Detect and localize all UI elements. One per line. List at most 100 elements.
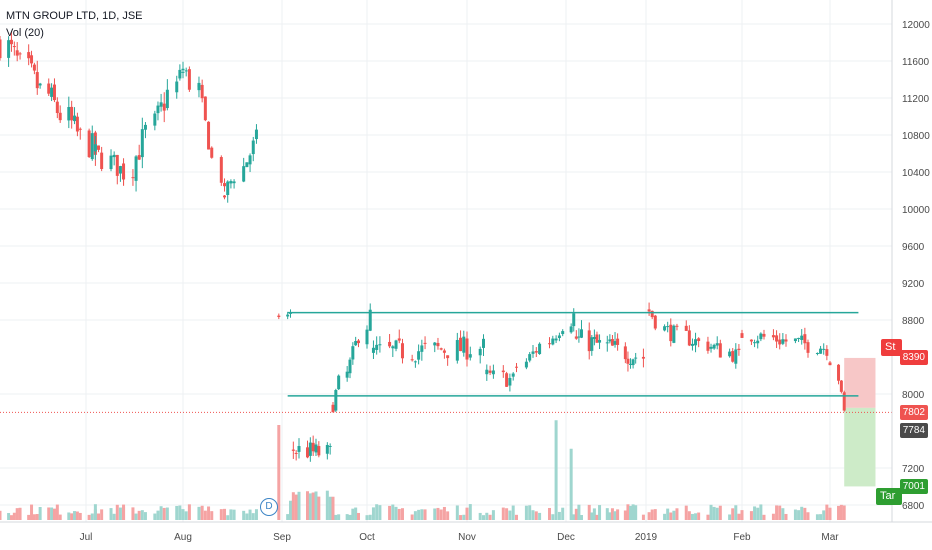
candle-body xyxy=(557,335,561,339)
candle-body xyxy=(781,339,785,344)
candle-body xyxy=(815,352,819,354)
time-tick-label: Nov xyxy=(458,532,476,543)
candle-body xyxy=(592,336,596,339)
volume-bar xyxy=(375,504,379,520)
candle-body xyxy=(30,55,34,64)
volume-bar xyxy=(775,505,779,520)
candle-body xyxy=(524,361,528,368)
candle-body xyxy=(598,340,602,343)
volume-bar xyxy=(306,491,309,520)
volume-indicator-label[interactable]: Vol (20) xyxy=(6,27,44,39)
volume-bar xyxy=(334,514,338,520)
volume-bar xyxy=(577,504,581,520)
candle-body xyxy=(254,129,258,140)
candle-body xyxy=(156,105,160,114)
candle-body xyxy=(331,404,335,413)
price-tick-label: 8000 xyxy=(902,390,925,401)
volume-bar xyxy=(595,514,599,520)
candle-body xyxy=(629,363,633,365)
candle-body xyxy=(27,52,31,59)
volume-bar xyxy=(109,508,113,520)
candle-body xyxy=(391,346,395,349)
volume-bar xyxy=(187,504,191,520)
candle-body xyxy=(669,324,673,342)
volume-bar xyxy=(605,508,609,520)
volume-bar xyxy=(397,508,401,520)
dividend-event-marker[interactable]: D xyxy=(260,498,278,516)
candle-body xyxy=(508,377,512,386)
symbol-title[interactable]: MTN GROUP LTD, 1D, JSE xyxy=(6,10,143,22)
volume-bar xyxy=(210,511,214,520)
volume-bar xyxy=(38,506,42,520)
volume-bar xyxy=(634,505,638,520)
volume-bar xyxy=(311,492,315,520)
candle-body xyxy=(289,312,292,314)
volume-bar xyxy=(294,494,298,520)
candle-body xyxy=(93,144,97,152)
time-tick-label: Dec xyxy=(557,532,575,543)
volume-bar xyxy=(515,514,518,520)
volume-bar xyxy=(623,510,627,520)
volume-bar xyxy=(100,509,104,520)
volume-bar xyxy=(749,511,753,520)
volume-bar xyxy=(181,509,185,520)
candle-body xyxy=(613,341,617,345)
candle-body xyxy=(538,343,542,355)
volume-bar xyxy=(433,508,437,520)
volume-bar xyxy=(245,513,249,520)
volume-bar xyxy=(47,507,51,520)
volume-bar xyxy=(587,504,591,520)
volume-bar xyxy=(165,507,169,520)
volume-bar xyxy=(7,513,11,520)
volume-bar xyxy=(626,504,630,520)
volume-bar xyxy=(371,507,375,520)
candle-body xyxy=(672,325,676,343)
price-tick-label: 11200 xyxy=(902,94,930,105)
volume-bar xyxy=(417,509,421,520)
volume-bar xyxy=(90,513,94,520)
candle-body xyxy=(87,130,91,158)
candle-body xyxy=(413,361,417,363)
candle-body xyxy=(378,344,382,346)
candle-body xyxy=(73,115,77,122)
volume-bar xyxy=(348,514,352,520)
volume-bar xyxy=(488,514,492,520)
volume-bar xyxy=(354,507,358,520)
volume-bar xyxy=(251,513,255,520)
volume-bar xyxy=(410,514,414,520)
volume-bar xyxy=(650,509,654,520)
volume-bar xyxy=(675,508,679,520)
price-tick-label: 11600 xyxy=(902,57,930,68)
candle-body xyxy=(203,96,207,121)
candle-body xyxy=(334,390,338,411)
volume-bar xyxy=(793,509,797,520)
volume-bar xyxy=(314,491,318,520)
volume-bar xyxy=(822,510,826,520)
candle-body xyxy=(663,326,667,331)
volume-bar xyxy=(368,514,372,520)
candle-body xyxy=(78,128,82,130)
volume-bar xyxy=(226,515,230,520)
volume-bar xyxy=(378,505,382,520)
candle-body xyxy=(569,326,573,333)
candle-body xyxy=(436,342,440,347)
volume-bar xyxy=(819,514,823,520)
candle-body xyxy=(112,154,116,158)
candle-body xyxy=(491,370,495,375)
candle-body xyxy=(740,333,744,338)
candle-body xyxy=(771,335,775,338)
volume-bar xyxy=(439,509,443,520)
volume-bar xyxy=(317,496,321,520)
volume-bar xyxy=(197,506,201,520)
candle-body xyxy=(819,348,823,354)
candle-body xyxy=(38,83,42,86)
volume-bar xyxy=(641,514,645,520)
candle-body xyxy=(446,355,450,359)
candle-body xyxy=(115,154,119,176)
volume-bar xyxy=(75,511,79,520)
volume-bar xyxy=(159,506,163,520)
volume-bar xyxy=(446,511,450,520)
candle-body xyxy=(35,72,39,89)
